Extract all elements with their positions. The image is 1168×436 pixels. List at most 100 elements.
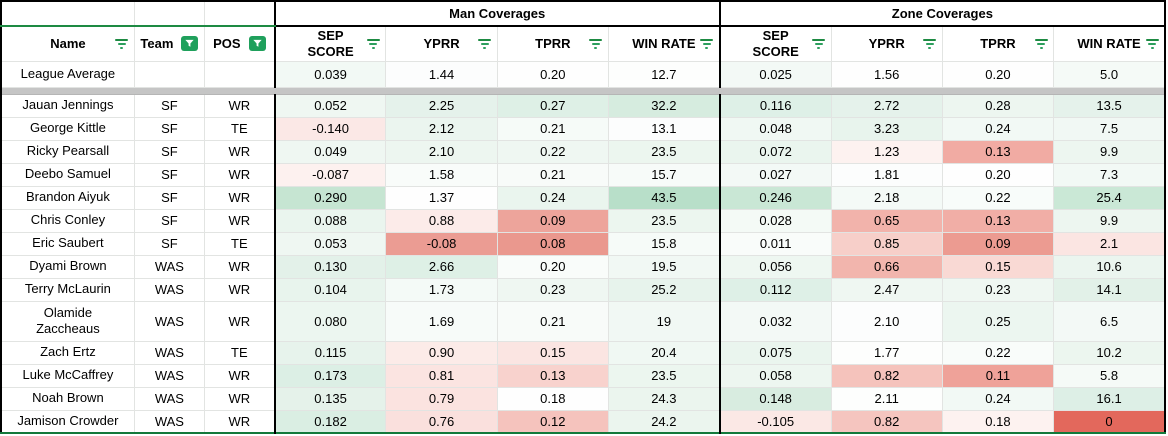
pos-cell[interactable]: WR <box>203 277 276 302</box>
man-win-rate-cell[interactable]: 23.5 <box>607 363 721 388</box>
zone-tprr-cell[interactable]: 0.13 <box>941 208 1055 233</box>
zone-win-rate-cell[interactable]: 9.9 <box>1053 208 1166 233</box>
zone-sep-score-cell[interactable]: 0.056 <box>718 254 832 279</box>
man-yprr-cell[interactable]: 2.12 <box>385 116 498 141</box>
man-win-rate-cell[interactable]: 20.4 <box>607 340 721 365</box>
pos-cell[interactable]: WR <box>203 162 276 187</box>
zone-tprr-cell[interactable]: 0.24 <box>941 116 1055 141</box>
zone-tprr-header[interactable]: TPRR <box>941 25 1055 62</box>
zone-yprr-cell[interactable]: 0.82 <box>830 409 943 434</box>
zone-yprr-cell[interactable]: 2.10 <box>830 300 943 342</box>
funnel-filter-icon[interactable] <box>248 35 266 51</box>
team-cell[interactable]: SF <box>133 93 206 118</box>
player-name-cell[interactable]: League Average <box>0 60 135 88</box>
pos-cell[interactable]: WR <box>203 139 276 164</box>
man-yprr-cell[interactable]: 0.88 <box>385 208 498 233</box>
man-sep-score-cell[interactable]: -0.087 <box>273 162 387 187</box>
man-yprr-cell[interactable]: 1.69 <box>385 300 498 342</box>
zone-tprr-cell[interactable]: 0.23 <box>941 277 1055 302</box>
zone-sep-score-cell[interactable]: -0.105 <box>718 409 832 434</box>
man-sep-score-cell[interactable]: -0.140 <box>273 116 387 141</box>
zone-tprr-cell[interactable]: 0.24 <box>941 386 1055 411</box>
player-name-cell[interactable]: Noah Brown <box>0 386 135 411</box>
zone-tprr-cell[interactable]: 0.28 <box>941 93 1055 118</box>
man-sep-score-cell[interactable]: 0.088 <box>273 208 387 233</box>
zone-yprr-cell[interactable]: 2.47 <box>830 277 943 302</box>
man-tprr-cell[interactable]: 0.18 <box>496 386 609 411</box>
zone-tprr-cell[interactable]: 0.25 <box>941 300 1055 342</box>
sort-lines-icon[interactable] <box>478 38 492 49</box>
zone-yprr-header[interactable]: YPRR <box>830 25 943 62</box>
zone-sep-score-cell[interactable]: 0.032 <box>718 300 832 342</box>
player-name-cell[interactable]: Jamison Crowder <box>0 409 135 434</box>
man-yprr-cell[interactable]: 1.44 <box>385 60 498 88</box>
man-yprr-header[interactable]: YPRR <box>385 25 498 62</box>
man-sep-score-header[interactable]: SEP SCORE <box>273 25 387 62</box>
man-yprr-cell[interactable]: 2.10 <box>385 139 498 164</box>
zone-win-rate-cell[interactable]: 5.0 <box>1053 60 1166 88</box>
man-tprr-cell[interactable]: 0.15 <box>496 340 609 365</box>
zone-yprr-cell[interactable]: 1.77 <box>830 340 943 365</box>
zone-yprr-cell[interactable]: 1.81 <box>830 162 943 187</box>
man-win-rate-cell[interactable]: 23.5 <box>607 139 721 164</box>
zone-tprr-cell[interactable]: 0.09 <box>941 231 1055 256</box>
zone-sep-score-header[interactable]: SEP SCORE <box>718 25 832 62</box>
man-win-rate-cell[interactable]: 24.3 <box>607 386 721 411</box>
zone-yprr-cell[interactable]: 0.66 <box>830 254 943 279</box>
zone-win-rate-cell[interactable]: 13.5 <box>1053 93 1166 118</box>
zone-yprr-cell[interactable]: 1.56 <box>830 60 943 88</box>
player-name-cell[interactable]: Jauan Jennings <box>0 93 135 118</box>
team-cell[interactable]: WAS <box>133 277 206 302</box>
zone-sep-score-cell[interactable]: 0.116 <box>718 93 832 118</box>
team-cell[interactable] <box>133 60 206 88</box>
man-sep-score-cell[interactable]: 0.039 <box>273 60 387 88</box>
man-yprr-cell[interactable]: -0.08 <box>385 231 498 256</box>
man-tprr-header[interactable]: TPRR <box>496 25 609 62</box>
zone-win-rate-cell[interactable]: 6.5 <box>1053 300 1166 342</box>
sort-lines-icon[interactable] <box>1145 38 1159 49</box>
zone-win-rate-cell[interactable]: 25.4 <box>1053 185 1166 210</box>
man-sep-score-cell[interactable]: 0.052 <box>273 93 387 118</box>
zone-sep-score-cell[interactable]: 0.112 <box>718 277 832 302</box>
man-win-rate-cell[interactable]: 15.7 <box>607 162 721 187</box>
man-yprr-cell[interactable]: 1.37 <box>385 185 498 210</box>
zone-sep-score-cell[interactable]: 0.028 <box>718 208 832 233</box>
player-name-cell[interactable]: Luke McCaffrey <box>0 363 135 388</box>
man-yprr-cell[interactable]: 2.25 <box>385 93 498 118</box>
funnel-filter-icon[interactable] <box>181 35 199 51</box>
pos-cell[interactable]: WR <box>203 409 276 434</box>
pos-cell[interactable]: WR <box>203 185 276 210</box>
man-tprr-cell[interactable]: 0.13 <box>496 363 609 388</box>
sort-lines-icon[interactable] <box>589 38 603 49</box>
zone-yprr-cell[interactable]: 0.65 <box>830 208 943 233</box>
zone-win-rate-cell[interactable]: 10.6 <box>1053 254 1166 279</box>
zone-tprr-cell[interactable]: 0.20 <box>941 162 1055 187</box>
zone-tprr-cell[interactable]: 0.13 <box>941 139 1055 164</box>
zone-tprr-cell[interactable]: 0.22 <box>941 185 1055 210</box>
man-win-rate-header[interactable]: WIN RATE <box>607 25 721 62</box>
man-tprr-cell[interactable]: 0.22 <box>496 139 609 164</box>
player-name-cell[interactable]: Chris Conley <box>0 208 135 233</box>
zone-win-rate-cell[interactable]: 0 <box>1053 409 1166 434</box>
zone-sep-score-cell[interactable]: 0.075 <box>718 340 832 365</box>
man-yprr-cell[interactable]: 2.66 <box>385 254 498 279</box>
man-win-rate-cell[interactable]: 24.2 <box>607 409 721 434</box>
team-cell[interactable]: WAS <box>133 363 206 388</box>
player-name-cell[interactable]: Ricky Pearsall <box>0 139 135 164</box>
man-yprr-cell[interactable]: 0.90 <box>385 340 498 365</box>
zone-coverages-group-header[interactable]: Zone Coverages <box>718 0 1167 27</box>
man-tprr-cell[interactable]: 0.09 <box>496 208 609 233</box>
man-sep-score-cell[interactable]: 0.290 <box>273 185 387 210</box>
team-cell[interactable]: SF <box>133 185 206 210</box>
man-tprr-cell[interactable]: 0.27 <box>496 93 609 118</box>
man-tprr-cell[interactable]: 0.20 <box>496 254 609 279</box>
zone-tprr-cell[interactable]: 0.11 <box>941 363 1055 388</box>
zone-win-rate-cell[interactable]: 16.1 <box>1053 386 1166 411</box>
man-win-rate-cell[interactable]: 15.8 <box>607 231 721 256</box>
team-cell[interactable]: WAS <box>133 386 206 411</box>
pos-cell[interactable]: WR <box>203 208 276 233</box>
man-sep-score-cell[interactable]: 0.115 <box>273 340 387 365</box>
man-tprr-cell[interactable]: 0.20 <box>496 60 609 88</box>
pos-cell[interactable]: WR <box>203 254 276 279</box>
man-tprr-cell[interactable]: 0.21 <box>496 162 609 187</box>
